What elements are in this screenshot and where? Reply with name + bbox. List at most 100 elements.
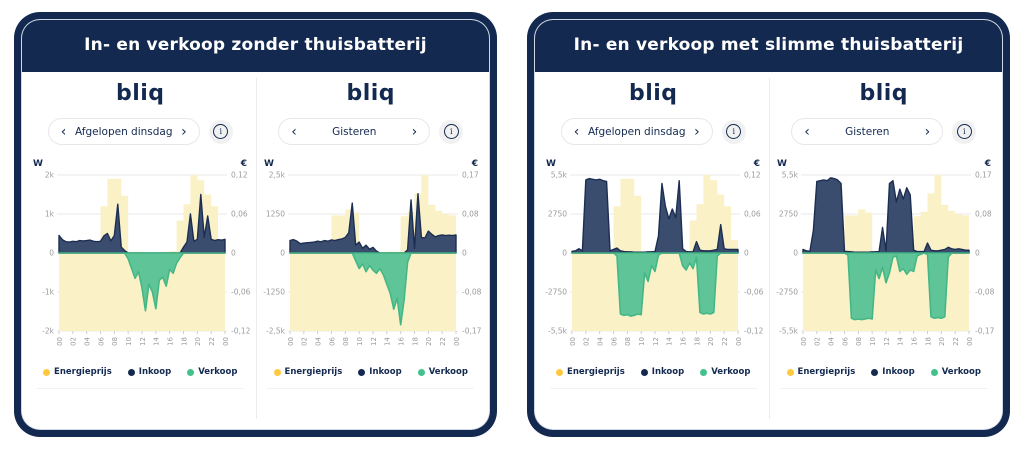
info-icon: i bbox=[213, 124, 229, 139]
next-day-button[interactable]: › bbox=[924, 123, 931, 140]
svg-text:08: 08 bbox=[855, 337, 863, 346]
svg-text:00: 00 bbox=[453, 337, 461, 346]
svg-text:€: € bbox=[470, 159, 477, 169]
svg-text:22: 22 bbox=[952, 337, 960, 346]
date-label: Afgelopen dinsdag bbox=[587, 125, 686, 138]
legend-item-verkoop: Verkoop bbox=[700, 367, 750, 377]
svg-text:12: 12 bbox=[652, 337, 660, 346]
svg-text:1250: 1250 bbox=[266, 210, 285, 219]
svg-text:00: 00 bbox=[56, 337, 64, 346]
svg-text:00: 00 bbox=[222, 337, 230, 346]
info-button[interactable]: i bbox=[208, 119, 233, 144]
legend-item-energieprijs: Energieprijs bbox=[273, 367, 342, 377]
next-day-button[interactable]: › bbox=[181, 123, 187, 140]
svg-text:06: 06 bbox=[328, 336, 336, 345]
svg-text:02: 02 bbox=[70, 337, 78, 346]
svg-text:0,17: 0,17 bbox=[462, 171, 479, 180]
svg-text:00: 00 bbox=[735, 337, 743, 346]
energieprijs-dot-icon bbox=[273, 368, 281, 376]
prev-day-button[interactable]: ‹ bbox=[291, 123, 297, 140]
svg-text:5,5k: 5,5k bbox=[781, 171, 798, 180]
svg-text:14: 14 bbox=[153, 336, 161, 345]
chart-legend: Energieprijs Inkoop Verkoop bbox=[780, 367, 988, 389]
svg-text:22: 22 bbox=[721, 337, 729, 346]
svg-text:W: W bbox=[546, 159, 556, 169]
svg-text:10: 10 bbox=[638, 337, 646, 346]
legend-item-verkoop: Verkoop bbox=[187, 367, 237, 377]
svg-text:20: 20 bbox=[707, 337, 715, 346]
svg-text:0: 0 bbox=[49, 249, 54, 258]
svg-text:0: 0 bbox=[562, 249, 567, 258]
svg-text:06: 06 bbox=[611, 336, 619, 345]
svg-text:12: 12 bbox=[883, 337, 891, 346]
svg-text:-5,5k: -5,5k bbox=[548, 327, 568, 336]
energy-chart-canvas: W €2,5k 1250 0 -1250 -2,5k 0,17 0,08 0 -0,08 -0,17… bbox=[263, 159, 482, 346]
svg-text:0: 0 bbox=[462, 249, 467, 258]
info-button[interactable]: i bbox=[952, 119, 977, 144]
svg-text:-0,06: -0,06 bbox=[231, 288, 251, 297]
svg-text:0,08: 0,08 bbox=[462, 210, 479, 219]
bliq-logo: bliq bbox=[115, 81, 165, 106]
svg-text:0: 0 bbox=[231, 249, 236, 258]
svg-text:14: 14 bbox=[666, 336, 674, 345]
next-day-button[interactable]: › bbox=[694, 123, 700, 140]
prev-day-button[interactable]: ‹ bbox=[804, 123, 810, 140]
date-nav[interactable]: ‹ Afgelopen dinsdag › bbox=[47, 118, 200, 145]
info-icon: i bbox=[726, 124, 742, 139]
svg-text:04: 04 bbox=[314, 336, 322, 345]
inkoop-dot-icon bbox=[640, 368, 648, 376]
panel-met-thuisbatterij: In- en verkoop met slimme thuisbatterij … bbox=[527, 12, 1010, 437]
legend-item-verkoop: Verkoop bbox=[930, 367, 981, 377]
svg-text:20: 20 bbox=[194, 337, 202, 346]
svg-text:-0,17: -0,17 bbox=[975, 327, 995, 336]
svg-text:12: 12 bbox=[370, 337, 378, 346]
energieprijs-dot-icon bbox=[556, 368, 564, 376]
svg-text:0,06: 0,06 bbox=[744, 210, 761, 219]
inkoop-dot-icon bbox=[127, 368, 135, 376]
svg-text:-1250: -1250 bbox=[263, 288, 285, 297]
svg-text:-2,5k: -2,5k bbox=[266, 327, 286, 336]
legend-item-inkoop: Inkoop bbox=[871, 367, 915, 377]
svg-text:00: 00 bbox=[966, 337, 974, 346]
svg-text:-2750: -2750 bbox=[545, 288, 567, 297]
legend-item-verkoop: Verkoop bbox=[417, 367, 468, 377]
info-icon: i bbox=[443, 124, 459, 139]
svg-text:-2750: -2750 bbox=[776, 288, 798, 297]
svg-text:-0,08: -0,08 bbox=[462, 288, 482, 297]
svg-text:0,12: 0,12 bbox=[744, 171, 761, 180]
svg-text:06: 06 bbox=[841, 336, 849, 345]
svg-text:18: 18 bbox=[924, 337, 932, 346]
legend-item-inkoop: Inkoop bbox=[358, 367, 402, 377]
svg-text:02: 02 bbox=[300, 337, 308, 346]
date-nav[interactable]: ‹ Gisteren › bbox=[791, 118, 944, 145]
verkoop-dot-icon bbox=[930, 368, 938, 376]
svg-text:08: 08 bbox=[624, 337, 632, 346]
legend-item-energieprijs: Energieprijs bbox=[786, 367, 855, 377]
date-nav[interactable]: ‹ Gisteren › bbox=[278, 118, 431, 145]
next-day-button[interactable]: › bbox=[411, 123, 418, 140]
energieprijs-dot-icon bbox=[43, 368, 51, 376]
svg-text:5,5k: 5,5k bbox=[551, 171, 568, 180]
svg-text:-1k: -1k bbox=[42, 288, 54, 297]
prev-day-button[interactable]: ‹ bbox=[573, 123, 580, 140]
svg-text:18: 18 bbox=[411, 337, 419, 346]
prev-day-button[interactable]: ‹ bbox=[60, 123, 67, 140]
svg-text:22: 22 bbox=[439, 337, 447, 346]
svg-text:10: 10 bbox=[125, 337, 133, 346]
date-nav[interactable]: ‹ Afgelopen dinsdag › bbox=[560, 118, 713, 145]
date-label: Gisteren bbox=[332, 125, 377, 138]
svg-text:-0,12: -0,12 bbox=[744, 327, 764, 336]
svg-text:-0,17: -0,17 bbox=[462, 327, 482, 336]
chart-card: bliq ‹ Gisteren › i W €2,5k 1250 0 -1250 -2,5… bbox=[255, 72, 487, 429]
chart-legend: Energieprijs Inkoop Verkoop bbox=[36, 367, 244, 389]
bliq-logo: bliq bbox=[346, 81, 396, 106]
svg-text:02: 02 bbox=[583, 337, 591, 346]
svg-text:02: 02 bbox=[813, 337, 821, 346]
svg-text:10: 10 bbox=[356, 337, 364, 346]
svg-text:00: 00 bbox=[800, 337, 808, 346]
svg-text:0: 0 bbox=[975, 249, 980, 258]
info-button[interactable]: i bbox=[439, 119, 464, 144]
info-button[interactable]: i bbox=[721, 119, 746, 144]
